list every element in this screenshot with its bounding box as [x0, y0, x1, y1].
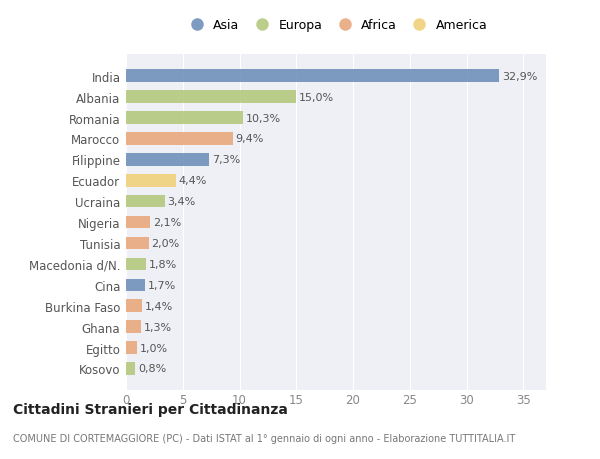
- Bar: [126, 363, 135, 375]
- Bar: [126, 196, 164, 208]
- Bar: [126, 133, 233, 146]
- Text: 2,1%: 2,1%: [152, 218, 181, 228]
- Text: 2,0%: 2,0%: [152, 239, 180, 248]
- Bar: [126, 237, 149, 250]
- Bar: [126, 341, 137, 354]
- Text: 4,4%: 4,4%: [179, 176, 207, 186]
- Text: 3,4%: 3,4%: [167, 197, 196, 207]
- Text: 1,4%: 1,4%: [145, 301, 173, 311]
- Bar: [126, 91, 296, 104]
- Bar: [126, 258, 146, 271]
- Text: 1,0%: 1,0%: [140, 343, 169, 353]
- Legend: Asia, Europa, Africa, America: Asia, Europa, Africa, America: [179, 14, 493, 37]
- Text: Cittadini Stranieri per Cittadinanza: Cittadini Stranieri per Cittadinanza: [13, 402, 287, 416]
- Text: COMUNE DI CORTEMAGGIORE (PC) - Dati ISTAT al 1° gennaio di ogni anno - Elaborazi: COMUNE DI CORTEMAGGIORE (PC) - Dati ISTA…: [13, 433, 515, 442]
- Bar: [126, 70, 499, 83]
- Bar: [126, 174, 176, 187]
- Text: 1,8%: 1,8%: [149, 259, 178, 269]
- Text: 10,3%: 10,3%: [246, 113, 281, 123]
- Text: 1,7%: 1,7%: [148, 280, 176, 290]
- Text: 15,0%: 15,0%: [299, 92, 334, 102]
- Bar: [126, 112, 243, 124]
- Text: 9,4%: 9,4%: [236, 134, 264, 144]
- Bar: [126, 300, 142, 312]
- Text: 7,3%: 7,3%: [212, 155, 240, 165]
- Text: 1,3%: 1,3%: [143, 322, 172, 332]
- Bar: [126, 154, 209, 166]
- Bar: [126, 279, 145, 291]
- Text: 0,8%: 0,8%: [138, 364, 166, 374]
- Text: 32,9%: 32,9%: [502, 72, 538, 82]
- Bar: [126, 216, 150, 229]
- Bar: [126, 321, 141, 333]
